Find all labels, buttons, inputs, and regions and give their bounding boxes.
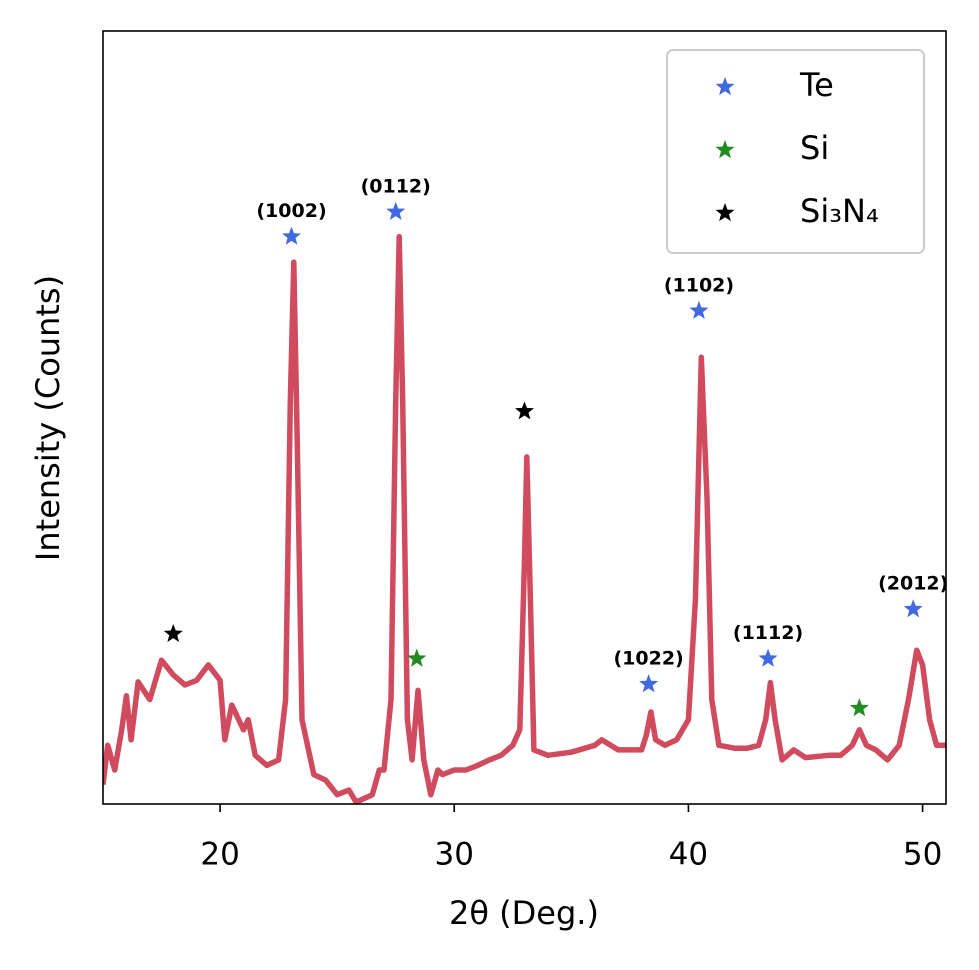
legend-marker [715,77,735,96]
x-axis-label: 2θ (Deg.) [449,894,599,932]
star-marker [407,648,427,667]
x-tick-label: 40 [669,837,708,873]
annotation: (1022) [613,648,683,670]
star-marker [163,623,183,643]
x-tick-label: 30 [435,837,474,873]
legend-label: Si [800,129,829,167]
star-marker [903,599,923,618]
annotation: (1002) [256,200,326,222]
annotation: (1102) [664,274,734,296]
star-marker [386,201,406,220]
star-marker [689,300,709,319]
xrd-line [103,233,946,804]
legend-marker [715,140,735,159]
annotation: (2012) [878,573,948,595]
annotation: (0112) [361,175,431,197]
star-marker [281,226,302,245]
star-marker [849,698,869,717]
legend-box [666,49,925,254]
x-tick-label: 50 [903,837,942,873]
star-marker [639,674,659,693]
y-axis-label: Intensity (Counts) [29,275,67,561]
x-tick-label: 20 [200,837,239,873]
legend-marker [715,203,735,222]
plot-frame [102,30,947,805]
legend-label: Si₃N₄ [800,192,879,230]
star-marker [514,401,535,420]
annotation: (1112) [733,622,803,644]
legend-label: Te [799,66,834,104]
star-marker [758,648,778,667]
